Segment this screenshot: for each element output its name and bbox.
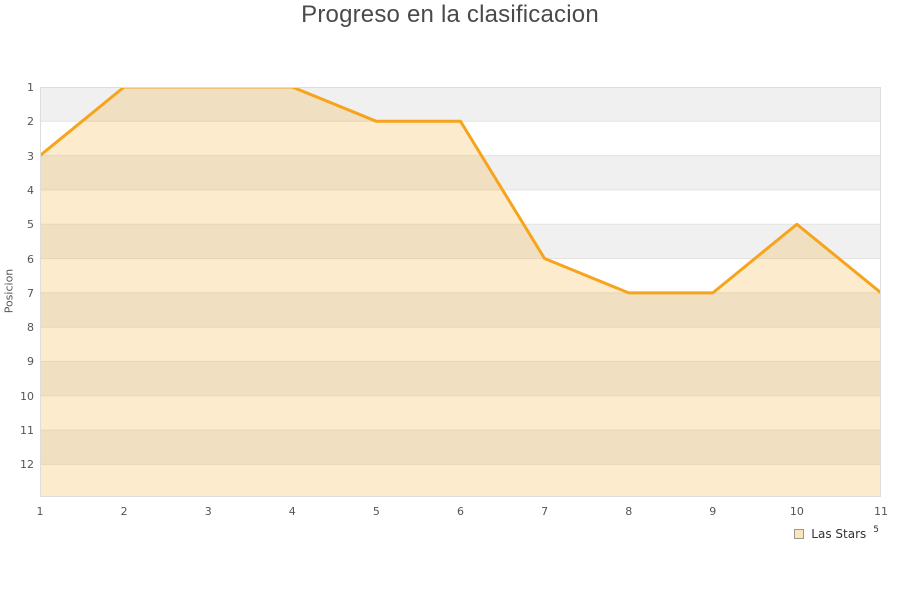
grid-band: [40, 395, 881, 431]
x-tick-label: 5: [372, 505, 380, 518]
grid-band: [40, 258, 881, 293]
y-tick-label: 9: [27, 355, 34, 369]
x-tick-label: 10: [789, 505, 804, 518]
chart-title: Progreso en la clasificacion: [301, 1, 599, 28]
y-tick-label: 2: [27, 115, 34, 129]
x-tick-label: 2: [120, 505, 128, 518]
x-tick-label: 11: [874, 505, 888, 518]
x-tick-label: 9: [709, 505, 717, 518]
y-tick-label: 11: [20, 424, 34, 438]
x-tick-label: 8: [625, 505, 633, 518]
grid-band: [40, 189, 881, 225]
grid-band: [40, 155, 881, 190]
chart-canvas: [40, 87, 881, 497]
x-tick-label: 3: [204, 505, 212, 518]
y-tick-label: 8: [27, 321, 34, 335]
grid-band: [40, 292, 881, 328]
grid-band: [40, 464, 881, 497]
legend-label: Las Stars: [811, 527, 867, 541]
x-tick-label: 7: [541, 505, 549, 518]
x-tick-label: 1: [36, 505, 44, 518]
x-axis-ticks: 1 2 3 4 5 6 7 8 9 10 11: [0, 505, 900, 521]
y-tick-label: 10: [20, 389, 34, 403]
grid-band: [40, 121, 881, 156]
plot-area: [40, 87, 881, 497]
y-tick-label: 5: [27, 218, 34, 232]
grid-band: [40, 430, 881, 465]
series-line: [40, 87, 881, 295]
y-tick-label: 4: [27, 183, 34, 197]
y-tick-label: 12: [20, 458, 34, 472]
x-tick-label: 6: [457, 505, 464, 518]
legend: Las Stars 5: [794, 525, 879, 541]
y-tick-label: 7: [27, 286, 34, 300]
series-area-fill: [40, 87, 881, 497]
y-axis-ticks: 1 2 3 4 5 6 7 8 9 10 11 12: [0, 0, 34, 600]
x-tick-label: 4: [288, 505, 296, 518]
plot-border: [40, 87, 881, 497]
grid-band: [40, 327, 881, 362]
grid-band: [40, 224, 881, 259]
grid-band: [40, 361, 881, 396]
y-tick-label: 3: [27, 149, 34, 163]
legend-superscript: 5: [873, 525, 879, 535]
grid-band: [40, 87, 881, 122]
y-tick-label: 6: [27, 252, 34, 266]
y-tick-label: 1: [27, 81, 34, 94]
legend-swatch-icon: [794, 529, 805, 539]
